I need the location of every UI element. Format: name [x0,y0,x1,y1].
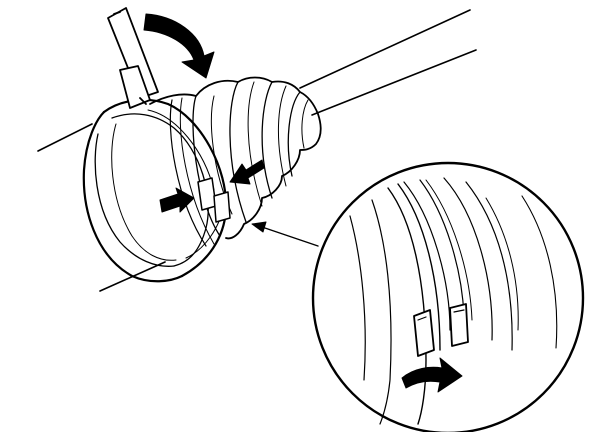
rotation-arrow [143,13,215,79]
drive-shaft [37,9,477,292]
cv-boot [149,76,322,247]
tab-press-arrow-right [229,159,265,185]
tab-press-arrow-left [159,187,195,213]
leader-arrow [251,221,319,247]
band-tab [107,7,231,223]
tab-pull-arrow [401,357,463,393]
detail-magnifier [311,161,585,432]
